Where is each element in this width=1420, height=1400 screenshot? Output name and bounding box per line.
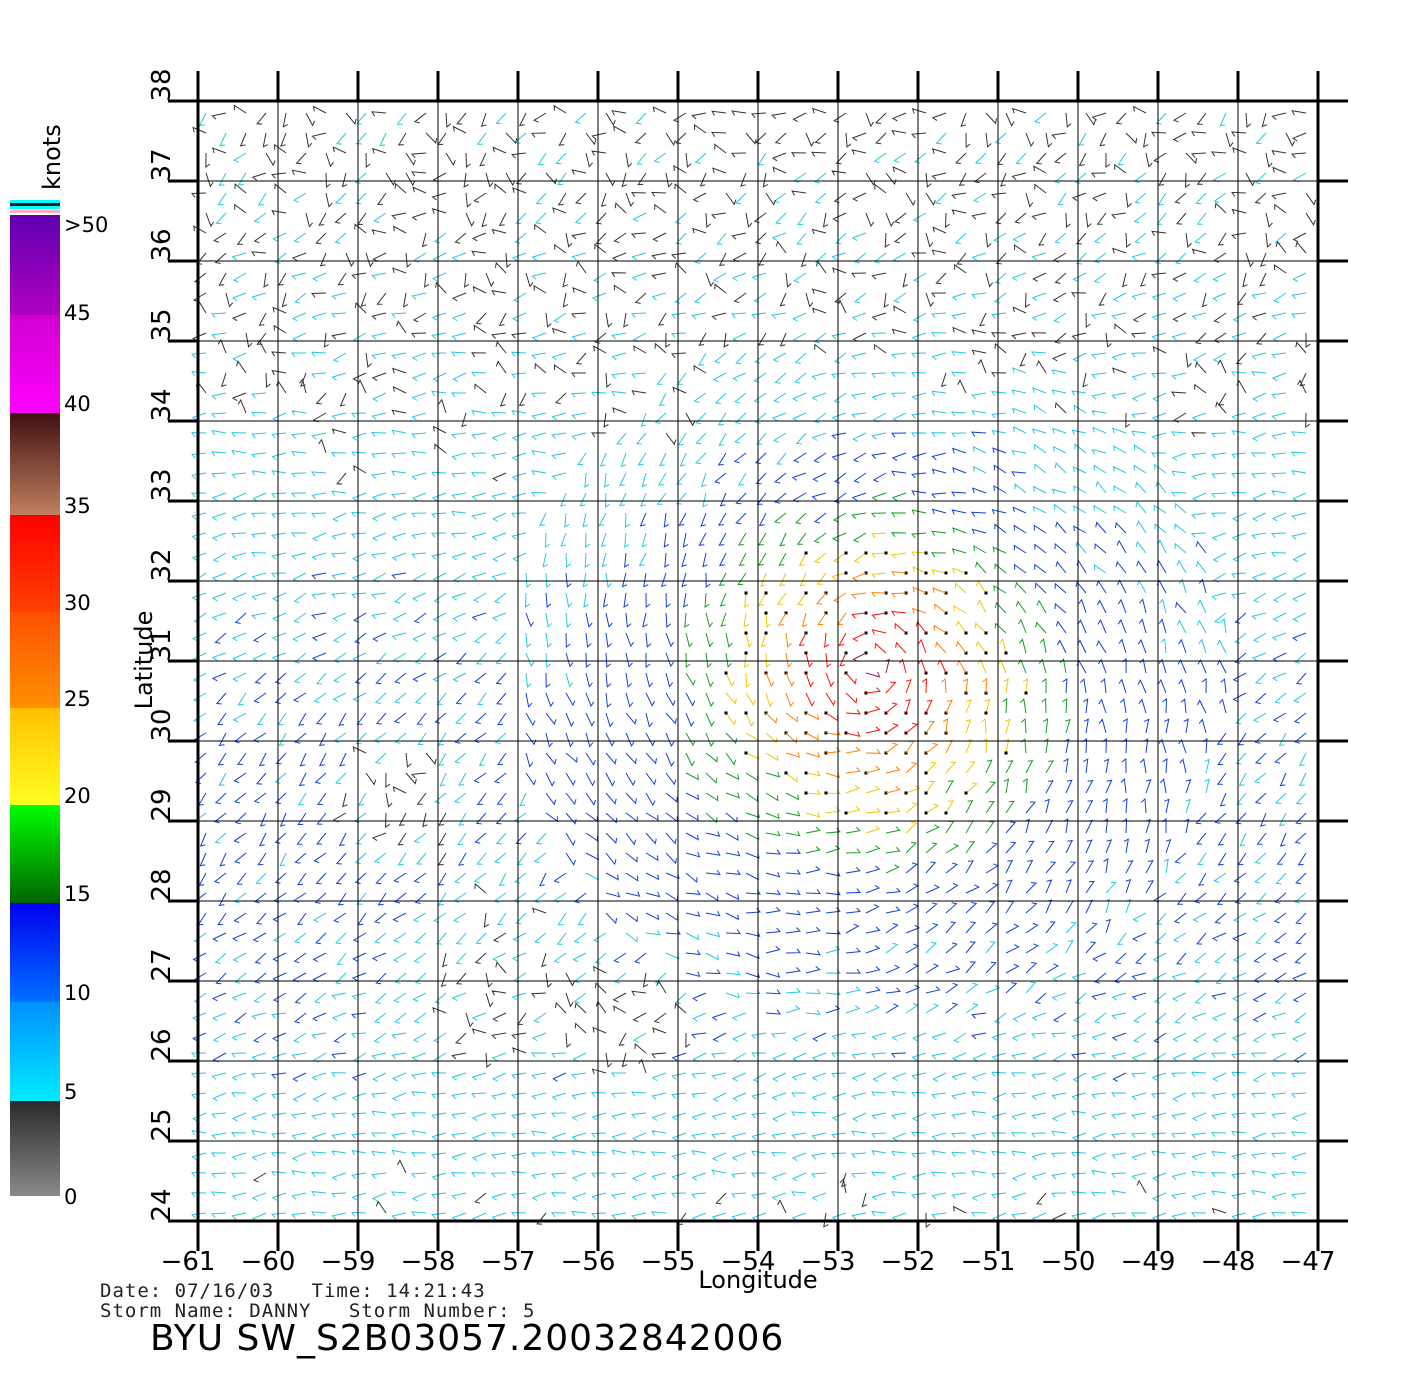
colorbar-band-10-15 [10, 903, 60, 1002]
colorbar-label: 5 [64, 1080, 77, 1104]
colorbar-overflow-stripe [10, 210, 60, 213]
latitude-tick-label: 37 [147, 148, 177, 181]
latitude-tick-label: 38 [147, 68, 177, 101]
wind-speed-colorbar: >50 45 40 35 30 25 20 15 10 5 0 [10, 200, 108, 1209]
latitude-tick-labels: 24 25 26 27 28 29 30 31 32 33 34 35 36 37 38 [147, 68, 177, 1221]
longitude-tick-label: −55 [641, 1247, 696, 1277]
latitude-tick-label: 26 [147, 1028, 177, 1061]
latitude-tick-label: 36 [147, 228, 177, 261]
colorbar-label: 40 [64, 392, 91, 416]
longitude-tick-label: −57 [481, 1247, 536, 1277]
colorbar-label: 0 [64, 1185, 77, 1209]
colorbar-band-35-40 [10, 413, 60, 515]
longitude-tick-label: −52 [881, 1247, 936, 1277]
colorbar-label: 45 [64, 301, 91, 325]
longitude-tick-label: −50 [1041, 1247, 1096, 1277]
latitude-tick-label: 27 [147, 948, 177, 981]
latitude-tick-label: 34 [147, 388, 177, 421]
latitude-tick-label: 28 [147, 868, 177, 901]
colorbar-unit-label: knots [38, 124, 66, 190]
storm-number-label: Storm Number: [348, 1300, 511, 1322]
wind-vectors-f0c800 [725, 532, 1029, 834]
colorbar-label: 20 [64, 784, 91, 808]
colorbar-label: 10 [64, 981, 91, 1005]
latitude-tick-label: 30 [147, 708, 177, 741]
colorbar-label: 30 [64, 591, 91, 615]
colorbar-label: 25 [64, 687, 91, 711]
latitude-tick-label: 24 [147, 1188, 177, 1221]
wind-vectors-333333 [190, 104, 1317, 1228]
date-label: Date: [100, 1280, 163, 1302]
longitude-tick-label: −51 [961, 1247, 1016, 1277]
colorbar-band-0-5 [10, 1101, 60, 1196]
storm-name-number: Storm Name: DANNY Storm Number: 5 [100, 1300, 535, 1322]
latitude-tick-label: 33 [147, 468, 177, 501]
wind-vectors-25c8e0 [190, 112, 1307, 1222]
latitude-tick-label: 25 [147, 1108, 177, 1141]
colorbar-band-25-30 [10, 612, 60, 708]
storm-number-value: 5 [523, 1300, 536, 1322]
time-label: Time: [311, 1280, 374, 1302]
longitude-tick-label: −56 [561, 1247, 616, 1277]
wind-vectors-ff1000 [798, 610, 947, 738]
colorbar-band-40-45 [10, 315, 60, 413]
longitude-tick-label: −60 [241, 1247, 296, 1277]
wind-vector-field [190, 104, 1317, 1228]
latitude-tick-label: 35 [147, 308, 177, 341]
latitude-tick-label: 31 [147, 628, 177, 661]
colorbar-band-20-25 [10, 708, 60, 805]
axis-ticks [168, 71, 1348, 1251]
colorbar-band-45-50 [10, 215, 60, 315]
longitude-axis-label: Longitude [698, 1266, 817, 1294]
longitude-tick-label: −59 [321, 1247, 376, 1277]
colorbar-label: 15 [64, 882, 91, 906]
longitude-tick-label: −47 [1281, 1247, 1336, 1277]
time-value: 14:21:43 [386, 1280, 486, 1302]
storm-name-value: DANNY [249, 1300, 312, 1322]
colorbar-overflow-stripe [10, 200, 60, 203]
date-value: 07/16/03 [174, 1280, 275, 1302]
colorbar-label-top: >50 [64, 213, 108, 237]
storm-date-time: Date: 07/16/03 Time: 14:21:43 [100, 1280, 486, 1302]
colorbar-band-5-10 [10, 1002, 60, 1101]
colorbar-overflow-stripe [10, 206, 60, 209]
longitude-tick-labels: −61 −60 −59 −58 −57 −56 −55 −54 −53 −52 −51 −50 −49−… [161, 1247, 1336, 1277]
wind-vectors-10a020 [684, 492, 1071, 874]
storm-name-label: Storm Name: [100, 1300, 237, 1322]
product-id: BYU SW_S2B03057.20032842006 [150, 1318, 785, 1359]
latitude-axis-label: Latitude [130, 611, 158, 710]
wind-vectors-8a2060 [852, 652, 891, 678]
longitude-tick-label: −61 [161, 1247, 216, 1277]
colorbar-label: 35 [64, 494, 91, 518]
colorbar-band-15-20 [10, 805, 60, 903]
longitude-tick-label: −48 [1201, 1247, 1256, 1277]
longitude-tick-label: −58 [401, 1247, 456, 1277]
latitude-tick-label: 29 [147, 788, 177, 821]
wind-vectors-1040d8 [192, 431, 1307, 1082]
longitude-tick-label: −54 [721, 1247, 776, 1277]
colorbar-overflow-stripe [10, 203, 60, 206]
longitude-tick-label: −53 [801, 1247, 856, 1277]
colorbar-band-30-35 [10, 515, 60, 612]
longitude-tick-label: −49 [1121, 1247, 1176, 1277]
latitude-tick-label: 32 [147, 548, 177, 581]
